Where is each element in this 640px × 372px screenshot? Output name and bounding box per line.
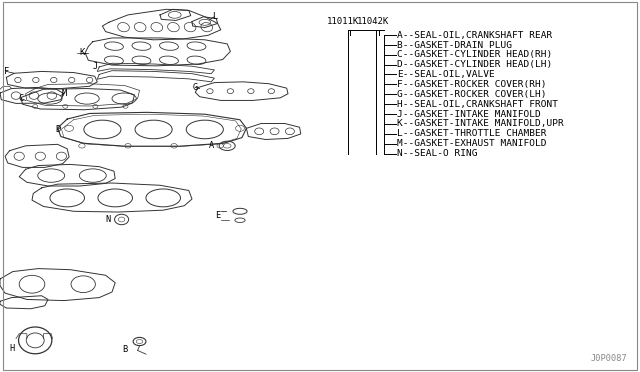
Text: H: H [9,344,14,353]
Text: D: D [55,125,60,134]
Text: C: C [19,94,24,103]
Text: J: J [92,62,97,71]
Text: J--GASKET-INTAKE MANIFOLD: J--GASKET-INTAKE MANIFOLD [397,110,541,119]
Text: N--SEAL-O RING: N--SEAL-O RING [397,149,477,158]
Text: M--GASKET-EXHAUST MANIFOLD: M--GASKET-EXHAUST MANIFOLD [397,140,547,148]
Text: E--SEAL-OIL,VALVE: E--SEAL-OIL,VALVE [397,70,495,79]
Text: J0P0087: J0P0087 [591,354,627,363]
Text: D--GASKET-CYLINDER HEAD(LH): D--GASKET-CYLINDER HEAD(LH) [397,60,552,69]
Text: A--SEAL-OIL,CRANKSHAFT REAR: A--SEAL-OIL,CRANKSHAFT REAR [397,31,552,40]
Text: L: L [212,12,217,21]
Text: 11011K: 11011K [326,17,358,26]
Text: G--GASKET-ROCKER COVER(LH): G--GASKET-ROCKER COVER(LH) [397,90,547,99]
Text: K: K [79,48,84,57]
Text: A: A [209,141,214,150]
Text: B: B [122,345,127,354]
Text: E: E [215,211,220,220]
Text: G: G [193,83,198,92]
Text: L--GASKET-THROTTLE CHAMBER: L--GASKET-THROTTLE CHAMBER [397,129,547,138]
Text: B--GASKET-DRAIN PLUG: B--GASKET-DRAIN PLUG [397,41,512,50]
Text: H--SEAL-OIL,CRANKSHAFT FRONT: H--SEAL-OIL,CRANKSHAFT FRONT [397,100,558,109]
Text: 11042K: 11042K [356,17,388,26]
Text: M: M [61,89,67,97]
Text: F: F [4,67,9,76]
Text: K--GASKET-INTAKE MANIFOLD,UPR: K--GASKET-INTAKE MANIFOLD,UPR [397,119,564,128]
Text: N: N [105,215,110,224]
Text: C--GASKET-CYLINDER HEAD(RH): C--GASKET-CYLINDER HEAD(RH) [397,50,552,59]
Text: F--GASKET-ROCKER COVER(RH): F--GASKET-ROCKER COVER(RH) [397,80,547,89]
